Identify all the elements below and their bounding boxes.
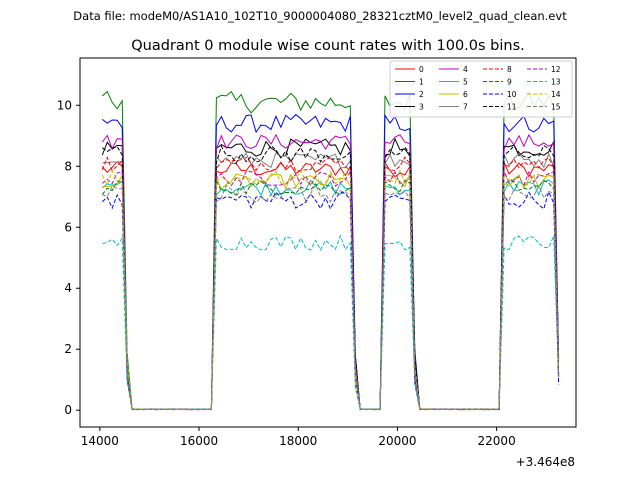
series-line-7 [102, 152, 560, 411]
suptitle: Data file: modeM0/AS1A10_102T10_90000040… [73, 9, 567, 23]
series-line-14 [101, 169, 560, 411]
legend-label-12: 12 [551, 65, 561, 74]
y-tick-label: 8 [64, 159, 72, 173]
series-line-13 [102, 234, 560, 411]
series-line-2 [102, 113, 560, 411]
legend-label-15: 15 [551, 103, 561, 112]
x-offset-label: +3.464e8 [516, 455, 575, 469]
x-tick-label: 20000 [378, 434, 416, 448]
series-line-8 [101, 156, 560, 411]
y-tick-label: 6 [64, 220, 72, 234]
series-line-1 [101, 90, 560, 411]
x-tick-label: 16000 [180, 434, 218, 448]
legend-label-10: 10 [507, 90, 517, 99]
y-tick-label: 0 [64, 403, 72, 417]
series-line-0 [101, 160, 560, 411]
x-tick-label: 18000 [279, 434, 317, 448]
legend-label-2: 2 [419, 90, 424, 99]
legend-label-0: 0 [419, 65, 424, 74]
series-line-9 [101, 179, 560, 411]
legend-label-11: 11 [507, 103, 517, 112]
legend-label-6: 6 [463, 90, 468, 99]
series-line-5 [101, 179, 560, 411]
legend-box [389, 60, 573, 118]
series-line-15 [102, 183, 560, 411]
legend-label-13: 13 [551, 78, 561, 87]
series-layer [101, 90, 560, 411]
axes-frame [79, 57, 577, 428]
series-line-11 [101, 144, 560, 411]
y-tick-label: 10 [57, 98, 72, 112]
chart-title: Quadrant 0 module wise count rates with … [131, 38, 525, 54]
y-tick-label: 4 [64, 281, 72, 295]
series-line-12 [101, 169, 560, 411]
legend-label-3: 3 [419, 103, 424, 112]
y-tick-label: 2 [64, 342, 72, 356]
legend-label-8: 8 [507, 65, 512, 74]
x-tick-label: 22000 [478, 434, 516, 448]
legend-label-1: 1 [419, 78, 424, 87]
series-line-10 [101, 190, 560, 411]
x-tick-label: 14000 [81, 434, 119, 448]
legend-label-9: 9 [507, 78, 512, 87]
series-line-6 [102, 173, 560, 411]
legend-label-14: 14 [551, 90, 561, 99]
legend-label-5: 5 [463, 78, 468, 87]
legend-label-7: 7 [463, 103, 468, 112]
series-line-3 [101, 137, 560, 411]
legend-label-4: 4 [463, 65, 468, 74]
